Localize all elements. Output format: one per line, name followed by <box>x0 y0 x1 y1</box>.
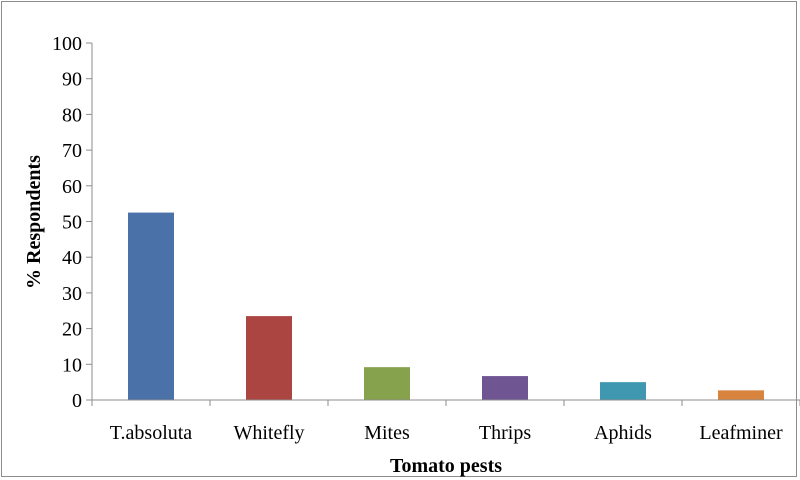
y-tick-label: 30 <box>62 283 82 305</box>
y-tick-label: 100 <box>52 33 82 55</box>
y-tick-label: 10 <box>62 354 82 376</box>
x-tick-label: T.absoluta <box>110 422 193 444</box>
x-tick-label: Whitefly <box>233 422 304 444</box>
x-tick-label: Mites <box>364 422 410 444</box>
y-tick-label: 40 <box>62 247 82 269</box>
bar-whitefly <box>246 316 292 400</box>
y-tick-label: 60 <box>62 176 82 198</box>
y-axis-title: % Respondents <box>23 155 45 289</box>
x-axis-title: Tomato pests <box>390 455 502 477</box>
y-tick-label: 90 <box>62 69 82 91</box>
y-tick-label: 80 <box>62 104 82 126</box>
bar-leafminer <box>718 390 764 400</box>
x-tick-label: Aphids <box>594 422 652 444</box>
bar-mites <box>364 367 410 400</box>
x-axis: T.absoluta Whitefly Mites Thrips Aphids Leafm… <box>91 399 800 444</box>
y-axis: 0 10 20 30 40 50 60 70 80 90 100 <box>52 33 93 412</box>
bar-thrips <box>482 376 528 400</box>
bars <box>128 212 764 400</box>
x-tick-label: Leafminer <box>699 422 783 444</box>
bar-aphids <box>600 382 646 400</box>
x-tick-label: Thrips <box>479 422 531 444</box>
y-tick-label: 70 <box>62 140 82 162</box>
y-tick-label: 0 <box>72 390 82 412</box>
bar-t-absoluta <box>128 212 174 400</box>
y-tick-label: 20 <box>62 319 82 341</box>
y-tick-label: 50 <box>62 212 82 234</box>
